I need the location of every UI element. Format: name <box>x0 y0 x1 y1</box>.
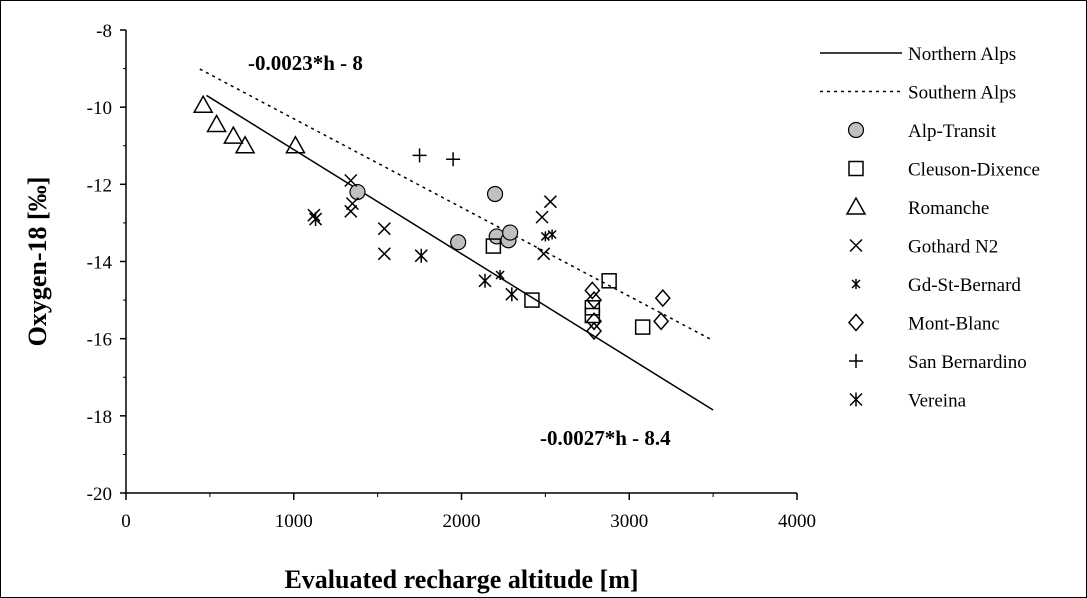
gd-st-bernard-point <box>547 229 557 240</box>
y-axis-title: Oxygen-18 [‰] <box>23 177 52 347</box>
y-tick-label: -20 <box>87 484 112 505</box>
x-tick-label: 3000 <box>610 511 648 532</box>
x-tick-label: 4000 <box>778 511 816 532</box>
southern-equation-label: -0.0023*h - 8 <box>248 51 363 75</box>
y-tick-label: -14 <box>87 253 113 274</box>
axes: -8 -10 -12 -14 -16 -18 -20 0 1000 2000 3000 4000 <box>87 21 816 532</box>
legend-item-san-bernardino: San Bernardino <box>849 352 1027 373</box>
legend-swatch-gd-st-bernard <box>851 279 861 289</box>
northern-equation-label: -0.0027*h - 8.4 <box>540 426 671 450</box>
gd-st-bernard-point <box>495 270 505 281</box>
legend-item-vereina: Vereina <box>849 391 967 412</box>
legend-swatch-cleuson-dixence <box>848 160 864 177</box>
alp-transit-point <box>450 234 467 251</box>
cleuson-dixence-point <box>485 238 502 254</box>
cleuson-dixence-point <box>584 307 601 324</box>
mont-blanc-point <box>586 290 603 310</box>
alp-transit-point <box>502 224 519 241</box>
romanche-point <box>223 125 244 144</box>
gothard-n2-point <box>377 222 391 236</box>
legend: Northern Alps Southern Alps Alp-Transit Cle… <box>820 44 1040 412</box>
gothard-n2-point <box>345 197 359 211</box>
legend-label-vereina: Vereina <box>908 391 967 412</box>
legend-item-mont-blanc: Mont-Blanc <box>848 313 1000 335</box>
legend-label-gd-st-bernard: Gd-St-Bernard <box>908 275 1021 296</box>
x-tick-label: 2000 <box>443 511 481 532</box>
cleuson-dixence-point <box>634 319 651 335</box>
legend-swatch-gothard-n2 <box>849 238 863 253</box>
legend-item-cleuson-dixence: Cleuson-Dixence <box>848 160 1040 181</box>
alp-transit-point <box>349 183 366 201</box>
romanche-point <box>234 135 256 154</box>
cleuson-dixence-point <box>524 292 540 308</box>
vereina-point <box>505 287 519 302</box>
x-tick-label: 0 <box>121 511 131 532</box>
legend-item-southern-alps: Southern Alps <box>820 83 1016 104</box>
y-tick-label: -18 <box>87 407 112 428</box>
mont-blanc-point <box>586 312 603 331</box>
legend-label-alp-transit: Alp-Transit <box>908 121 997 142</box>
y-tick-label: -16 <box>87 330 112 351</box>
data-points <box>192 94 671 341</box>
mont-blanc-point <box>584 281 601 300</box>
legend-label-gothard-n2: Gothard N2 <box>908 237 998 258</box>
legend-label-mont-blanc: Mont-Blanc <box>908 314 1000 335</box>
gothard-n2-point <box>344 173 358 188</box>
legend-item-gothard-n2: Gothard N2 <box>849 237 998 258</box>
vereina-point <box>414 248 428 263</box>
alp-transit-point <box>486 185 504 203</box>
vereina-point <box>309 212 323 227</box>
romanche-point <box>192 94 214 113</box>
legend-item-alp-transit: Alp-Transit <box>847 121 997 142</box>
southern-alps-fit-line <box>199 68 711 340</box>
gothard-n2-point <box>537 247 551 261</box>
gd-st-bernard-point <box>540 231 550 242</box>
gothard-n2-point <box>535 210 549 224</box>
legend-item-northern-alps: Northern Alps <box>820 44 1016 65</box>
x-tick-label: 1000 <box>275 511 313 532</box>
gothard-n2-point <box>344 204 358 218</box>
legend-label-romanche: Romanche <box>908 198 989 219</box>
northern-alps-fit-line <box>206 94 714 411</box>
legend-label-cleuson-dixence: Cleuson-Dixence <box>908 160 1040 181</box>
y-tick-label: -8 <box>96 21 112 42</box>
cleuson-dixence-point <box>601 273 617 289</box>
legend-label-san-bernardino: San Bernardino <box>908 352 1027 373</box>
san-bernardino-point <box>446 152 461 167</box>
gothard-n2-point <box>307 208 321 222</box>
vereina-point <box>478 273 492 288</box>
legend-swatch-mont-blanc <box>848 313 864 332</box>
legend-item-romanche: Romanche <box>845 196 989 219</box>
legend-item-gd-st-bernard: Gd-St-Bernard <box>851 275 1021 296</box>
y-tick-label: -10 <box>87 98 112 119</box>
legend-label-northern-alps: Northern Alps <box>908 44 1016 65</box>
legend-swatch-romanche <box>845 196 867 215</box>
mont-blanc-point <box>586 321 603 341</box>
san-bernardino-point <box>412 148 427 163</box>
x-axis-title: Evaluated recharge altitude [m] <box>284 565 638 594</box>
gothard-n2-point <box>377 247 391 261</box>
legend-label-southern-alps: Southern Alps <box>908 83 1016 104</box>
gothard-n2-point <box>543 195 557 209</box>
y-tick-label: -12 <box>87 175 112 196</box>
legend-swatch-vereina <box>849 392 863 407</box>
legend-swatch-alp-transit <box>847 121 865 139</box>
mont-blanc-point <box>654 289 671 308</box>
fit-lines <box>199 68 714 411</box>
romanche-point <box>206 113 227 133</box>
legend-swatch-san-bernardino <box>849 354 863 368</box>
mont-blanc-point <box>653 312 670 331</box>
romanche-point <box>285 135 306 154</box>
